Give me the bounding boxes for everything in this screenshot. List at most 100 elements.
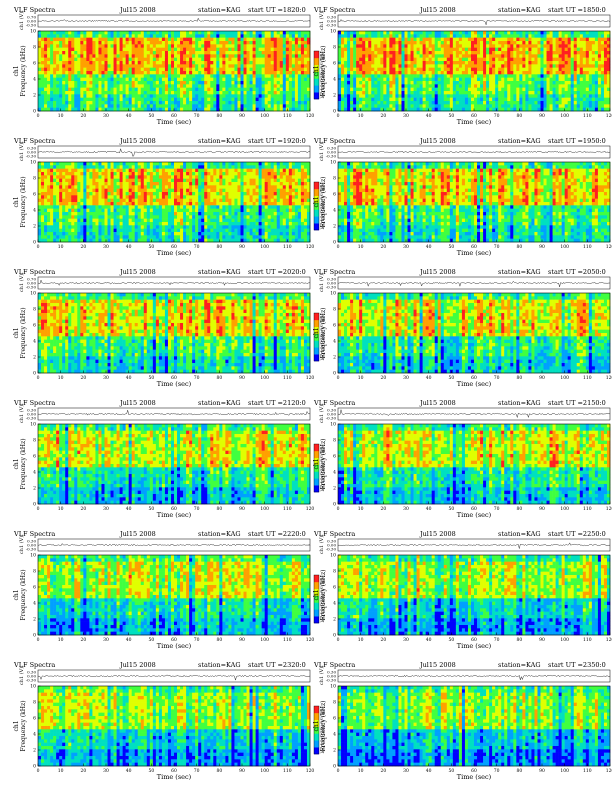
spectrogram-cell [120,58,123,62]
spectrogram-cell [186,41,189,45]
spectrogram-cell [41,41,44,45]
spectrogram-cell [247,44,250,48]
spectrogram-cell [189,74,192,78]
spectrogram-cell [50,71,53,75]
spectrogram-cell [228,64,231,68]
spectrogram-cell [195,64,198,68]
spectrogram-cell [183,31,186,35]
spectrogram-cell [216,48,219,52]
spectrogram-cell [126,31,129,35]
spectrogram-cell [295,74,298,78]
spectrogram-cell [304,41,307,45]
spectrogram-cell [237,81,240,85]
spectrogram-cell [108,58,111,62]
spectrogram-cell [171,51,174,55]
spectrogram-cell [101,48,104,52]
spectrogram-cell [234,44,237,48]
spectrogram-cell [147,81,150,85]
spectrogram-cell [207,38,210,42]
spectrogram-cell [111,41,114,45]
spectrogram-cell [174,48,177,52]
spectrogram-cell [162,78,165,82]
spectrogram-cell [277,71,280,75]
spectrogram-cell [165,64,168,68]
spectrogram-cell [44,81,47,85]
spectrogram-cell [177,34,180,38]
spectrogram-cell [120,68,123,72]
spectrogram-cell [195,58,198,62]
spectrogram-cell [77,81,80,85]
spectrogram-cell [162,41,165,45]
spectrogram-cell [147,38,150,42]
spectrogram-cell [135,48,138,52]
spectrogram-cell [62,61,65,65]
spectrogram-cell [150,41,153,45]
spectrogram-cell [153,51,156,55]
spectrogram-cell [86,48,89,52]
spectrogram-cell [213,78,216,82]
spectrogram-cell [286,51,289,55]
spectrogram-cell [120,64,123,68]
spectrogram-cell [153,41,156,45]
spectrogram-cell [253,68,256,72]
spectrogram-cell [120,31,123,35]
spectrogram-cell [244,38,247,42]
spectrogram-cell [38,38,41,42]
spectrogram-cell [295,71,298,75]
spectrogram-cell [253,41,256,45]
spectrogram-cell [104,61,107,65]
spectrogram-cell [177,71,180,75]
spectrogram-cell [147,74,150,78]
spectrogram-cell [59,44,62,48]
spectrogram-cell [277,34,280,38]
spectrogram-cell [101,74,104,78]
spectrogram-cell [114,61,117,65]
spectrogram-cell [59,54,62,58]
spectrogram-cell [95,81,98,85]
spectrogram-cell [111,34,114,38]
spectrogram-cell [250,68,253,72]
spectrogram-cell [111,68,114,72]
spectrogram-cell [65,41,68,45]
panel-start-time: start UT =1820:0 [248,6,306,14]
spectrogram-cell [186,48,189,52]
spectrogram-cell [123,81,126,85]
spectrogram-cell [104,58,107,62]
spectrogram-cell [44,51,47,55]
spectrogram-cell [114,71,117,75]
spectrogram-cell [192,44,195,48]
spectrogram-cell [68,54,71,58]
spectrogram-cell [126,74,129,78]
spectrogram-cell [47,74,50,78]
spectrogram-cell [228,48,231,52]
spectrogram-cell [65,78,68,82]
spectrogram-cell [65,38,68,42]
spectrogram-cell [237,48,240,52]
spectrogram-cell [286,61,289,65]
spectrogram-cell [126,44,129,48]
spectrogram-panel: VLF SpectraJul15 2008station=KAGstart UT… [13,6,326,126]
spectrogram-cell [141,51,144,55]
spectrogram-cell [41,51,44,55]
spectrogram-cell [207,74,210,78]
spectrogram-cell [132,34,135,38]
spectrogram-cell [89,78,92,82]
spectrogram-cell [147,78,150,82]
spectrogram-cell [283,34,286,38]
spectrogram-cell [301,61,304,65]
spectrogram-cell [111,58,114,62]
spectrogram-cell [192,54,195,58]
spectrogram-cell [56,61,59,65]
spectrogram-cell [207,34,210,38]
spectrogram-cell [192,64,195,68]
spectrogram-cell [289,58,292,62]
spectrogram-cell [92,71,95,75]
spectrogram-cell [101,58,104,62]
spectrogram-cell [101,34,104,38]
spectrogram-cell [253,58,256,62]
spectrogram-cell [186,38,189,42]
spectrogram-cell [186,31,189,35]
spectrogram-cell [274,74,277,78]
spectrogram-cell [277,41,280,45]
spectrogram-cell [201,64,204,68]
